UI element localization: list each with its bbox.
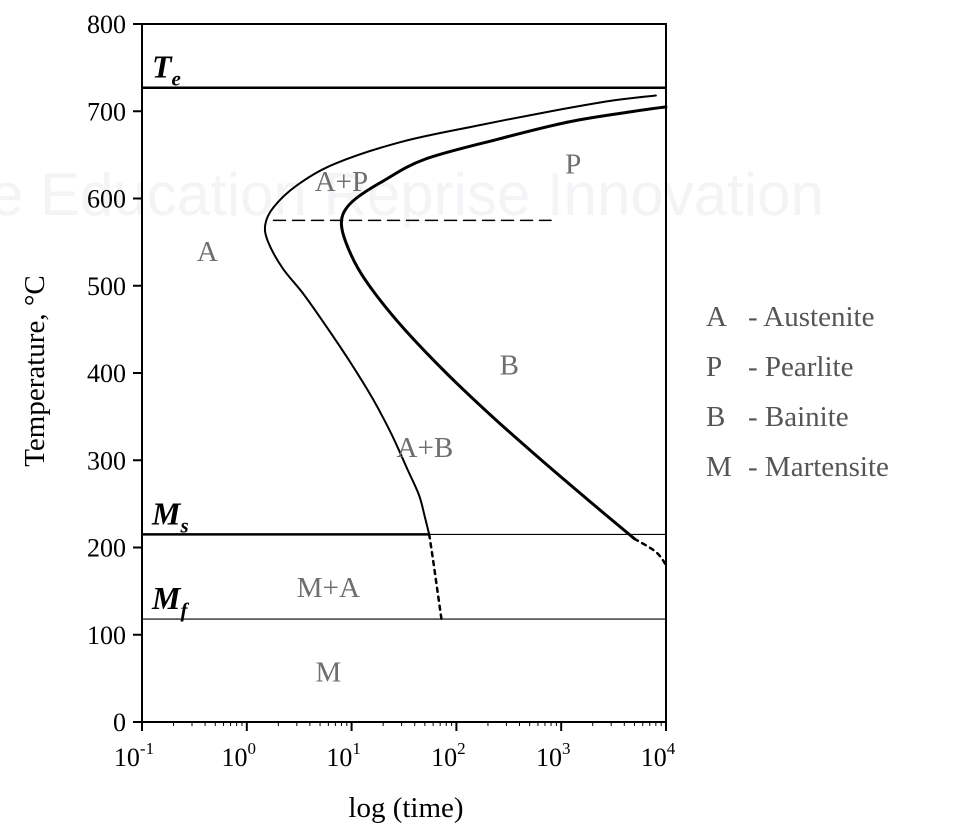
region-label: M (315, 656, 341, 688)
legend-key: A (706, 301, 727, 333)
ref-line-symbol: M (151, 580, 182, 616)
ref-line-symbol: T (152, 49, 173, 85)
x-tick-exponent: 1 (352, 739, 361, 758)
curve-finish (339, 105, 668, 541)
x-tick-base: 10 (222, 743, 248, 772)
region-label: A (197, 236, 218, 268)
y-tick-label: 700 (87, 97, 126, 126)
legend-text: - Martensite (748, 451, 889, 483)
y-tick-label: 0 (113, 708, 126, 737)
ref-line-label: Te (152, 49, 181, 91)
x-tick-label: 101 (326, 739, 361, 772)
x-tick-exponent: 0 (248, 739, 256, 758)
y-tick-label: 400 (87, 359, 126, 388)
region-label: M+A (297, 572, 360, 604)
legend-key: B (706, 401, 725, 433)
x-axis: 10-1 100 101 102 103 104 (114, 722, 676, 772)
y-tick-label: 500 (87, 272, 126, 301)
x-tick-exponent: 4 (667, 739, 676, 758)
curve-finish-extension (633, 537, 668, 567)
region-label: A+P (315, 166, 368, 198)
x-tick-label: 103 (536, 739, 571, 772)
plot-frame (141, 23, 667, 723)
region-label: A+B (397, 432, 454, 464)
y-tick-label: 600 (87, 185, 126, 214)
ref-line-subscript: s (179, 513, 188, 537)
x-tick-label: 100 (222, 739, 256, 772)
ref-line-label: Ms (151, 495, 189, 537)
ref-line-symbol: M (151, 495, 182, 531)
y-tick-label: 300 (87, 446, 126, 475)
ref-line-subscript: f (180, 598, 189, 622)
x-tick-exponent: -1 (140, 739, 154, 758)
x-tick-exponent: 2 (457, 739, 466, 758)
legend-text: - Austenite (748, 301, 874, 333)
x-tick-label: 104 (641, 739, 676, 772)
region-label: B (500, 349, 519, 381)
x-tick-base: 10 (536, 743, 562, 772)
x-tick-base: 10 (641, 743, 667, 772)
x-axis-title: log (time) (348, 792, 463, 824)
legend-key: M (706, 451, 732, 483)
region-label: P (565, 149, 581, 181)
y-tick-label: 200 (87, 534, 126, 563)
ref-line-subscript: e (172, 67, 181, 91)
region-labels: A A+P P B A+B M+A M (197, 149, 581, 689)
legend: A - Austenite P - Pearlite B - Bainite M - Mart… (706, 301, 889, 483)
ref-line-label: Mf (151, 580, 189, 622)
legend-text: - Pearlite (748, 351, 853, 383)
x-tick-base: 10 (114, 743, 140, 772)
y-axis: 0 100 200 300 400 500 600 700 800 (87, 10, 142, 737)
x-tick-label: 10-1 (114, 739, 154, 772)
legend-text: - Bainite (748, 401, 849, 433)
y-tick-label: 800 (87, 10, 126, 39)
y-axis-title: Temperature, °C (19, 275, 51, 467)
curve-start (263, 94, 657, 536)
series-group (263, 94, 668, 621)
x-tick-exponent: 3 (562, 739, 571, 758)
legend-key: P (706, 351, 722, 383)
x-tick-base: 10 (326, 743, 352, 772)
curve-martensite-extension (427, 533, 443, 621)
x-tick-label: 102 (431, 739, 466, 772)
watermark-text: e Education Reprise Innovation (0, 161, 824, 228)
x-tick-base: 10 (431, 743, 457, 772)
y-tick-label: 100 (87, 621, 126, 650)
